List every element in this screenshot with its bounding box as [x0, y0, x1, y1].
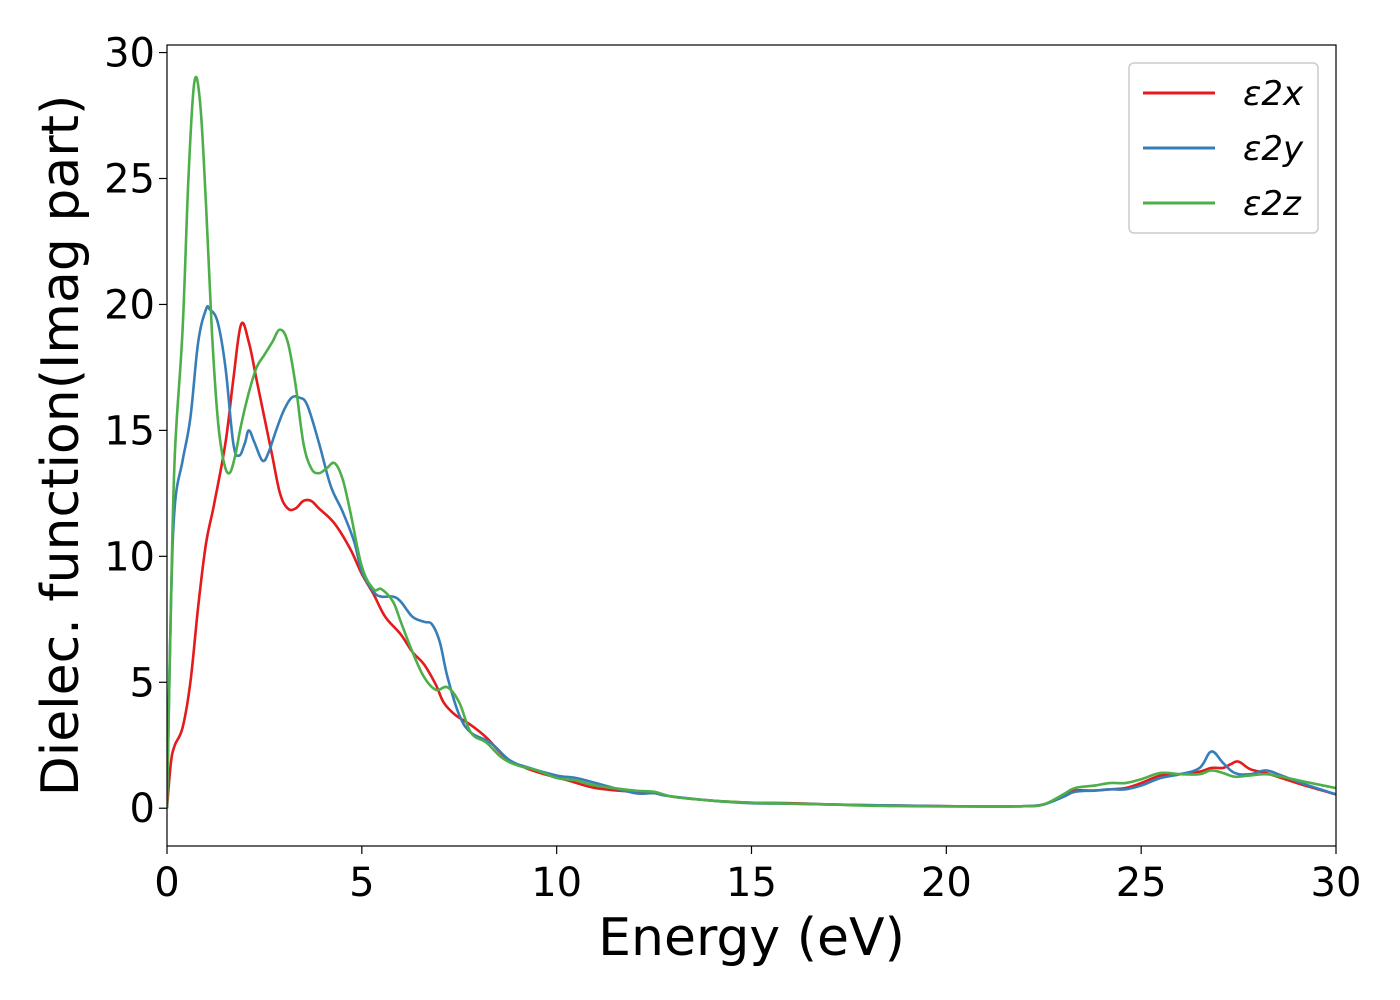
legend: ε2x ε2y ε2z — [1128, 62, 1319, 234]
x-tick-label: 25 — [1116, 860, 1167, 906]
y-tick-label: 15 — [104, 408, 155, 454]
y-tick-label: 0 — [130, 786, 155, 832]
x-tick-label: 10 — [531, 860, 582, 906]
y-tick-label: 20 — [104, 282, 155, 328]
x-tick-label: 0 — [154, 860, 179, 906]
y-tick-label: 10 — [104, 534, 155, 580]
legend-entry-label: ε2z — [1243, 184, 1302, 224]
y-tick-label: 30 — [104, 31, 155, 77]
x-axis-label: Energy (eV) — [598, 908, 905, 968]
legend-entry-label: ε2y — [1243, 129, 1304, 169]
y-axis-label: Dielec. function(Imag part) — [31, 95, 91, 797]
y-tick-label: 5 — [130, 660, 155, 706]
legend-entry-label: ε2x — [1243, 74, 1304, 114]
series-layer — [167, 75, 1336, 809]
x-tick-label: 15 — [726, 860, 777, 906]
legend-box — [1128, 62, 1319, 234]
series-line-y — [167, 304, 1336, 809]
series-line-z — [167, 75, 1336, 809]
x-tick-label: 30 — [1311, 860, 1362, 906]
x-tick-label: 20 — [921, 860, 972, 906]
y-tick-label: 25 — [104, 157, 155, 203]
x-tick-label: 5 — [349, 860, 374, 906]
ticks-layer: 0 5 10 15 20 25 30 0 5 10 15 20 25 30 — [104, 31, 1361, 906]
